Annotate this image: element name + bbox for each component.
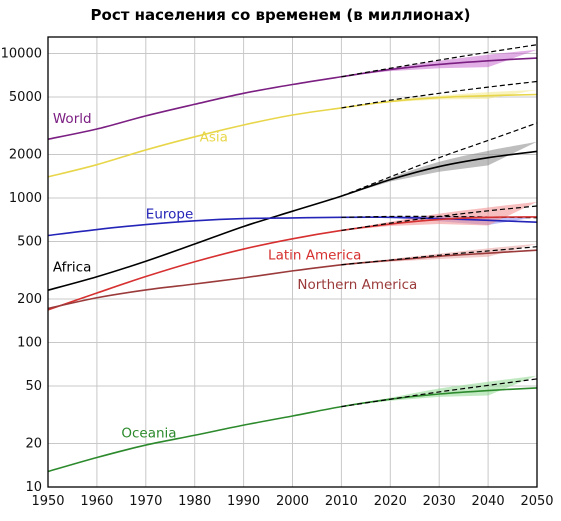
x-tick-label: 1950 <box>31 494 64 509</box>
y-tick-label: 100 <box>17 335 42 350</box>
series-labels: World Asia Europe Africa Latin America Northe… <box>53 111 417 441</box>
world-label: World <box>53 111 92 127</box>
y-tick-label: 2000 <box>9 147 42 162</box>
x-tick-label: 1990 <box>227 494 260 509</box>
latin-america-line <box>47 216 538 311</box>
y-tick-label: 10000 <box>1 46 42 61</box>
latin-america-projection <box>341 205 538 232</box>
world-line <box>47 57 538 141</box>
x-tick-label: 2040 <box>472 494 505 509</box>
x-tick-label: 2050 <box>520 494 553 509</box>
africa-line <box>47 150 538 291</box>
y-tick-label: 20 <box>25 436 42 451</box>
europe-label: Europe <box>146 207 193 223</box>
oceania-projection <box>341 378 538 408</box>
africa-band <box>341 141 537 197</box>
axes: 1950 1960 1970 1980 1990 2000 2010 2020 2030 2040… <box>1 36 554 509</box>
y-tick-label: 50 <box>25 379 42 394</box>
oceania-label: Oceania <box>121 426 176 442</box>
northern-america-line <box>47 249 538 310</box>
x-tick-label: 2010 <box>325 494 358 509</box>
y-tick-label: 10 <box>25 480 42 495</box>
x-tick-label: 2020 <box>374 494 407 509</box>
x-tick-label: 1980 <box>178 494 211 509</box>
asia-band <box>341 89 537 108</box>
x-tick-label: 2000 <box>276 494 309 509</box>
y-tick-label: 5000 <box>9 90 42 105</box>
asia-label: Asia <box>200 130 228 146</box>
asia-projection <box>341 80 538 109</box>
africa-projection <box>341 122 538 197</box>
northern-america-label: Northern America <box>297 277 417 293</box>
africa-label: Africa <box>53 259 92 275</box>
x-tick-label: 1960 <box>80 494 113 509</box>
series-lines <box>47 44 538 473</box>
x-tick-label: 1970 <box>129 494 162 509</box>
plot-frame <box>47 36 538 488</box>
latin-america-label: Latin America <box>268 248 361 264</box>
y-tick-label: 500 <box>17 234 42 249</box>
oceania-line <box>47 387 538 473</box>
asia-line <box>47 93 538 178</box>
y-tick-label: 1000 <box>9 191 42 206</box>
northern-america-projection <box>341 246 538 266</box>
world-projection <box>341 44 538 78</box>
chart-title: Рост населения со временем (в миллионах) <box>90 6 471 24</box>
x-tick-label: 2030 <box>423 494 456 509</box>
y-tick-label: 200 <box>17 292 42 307</box>
